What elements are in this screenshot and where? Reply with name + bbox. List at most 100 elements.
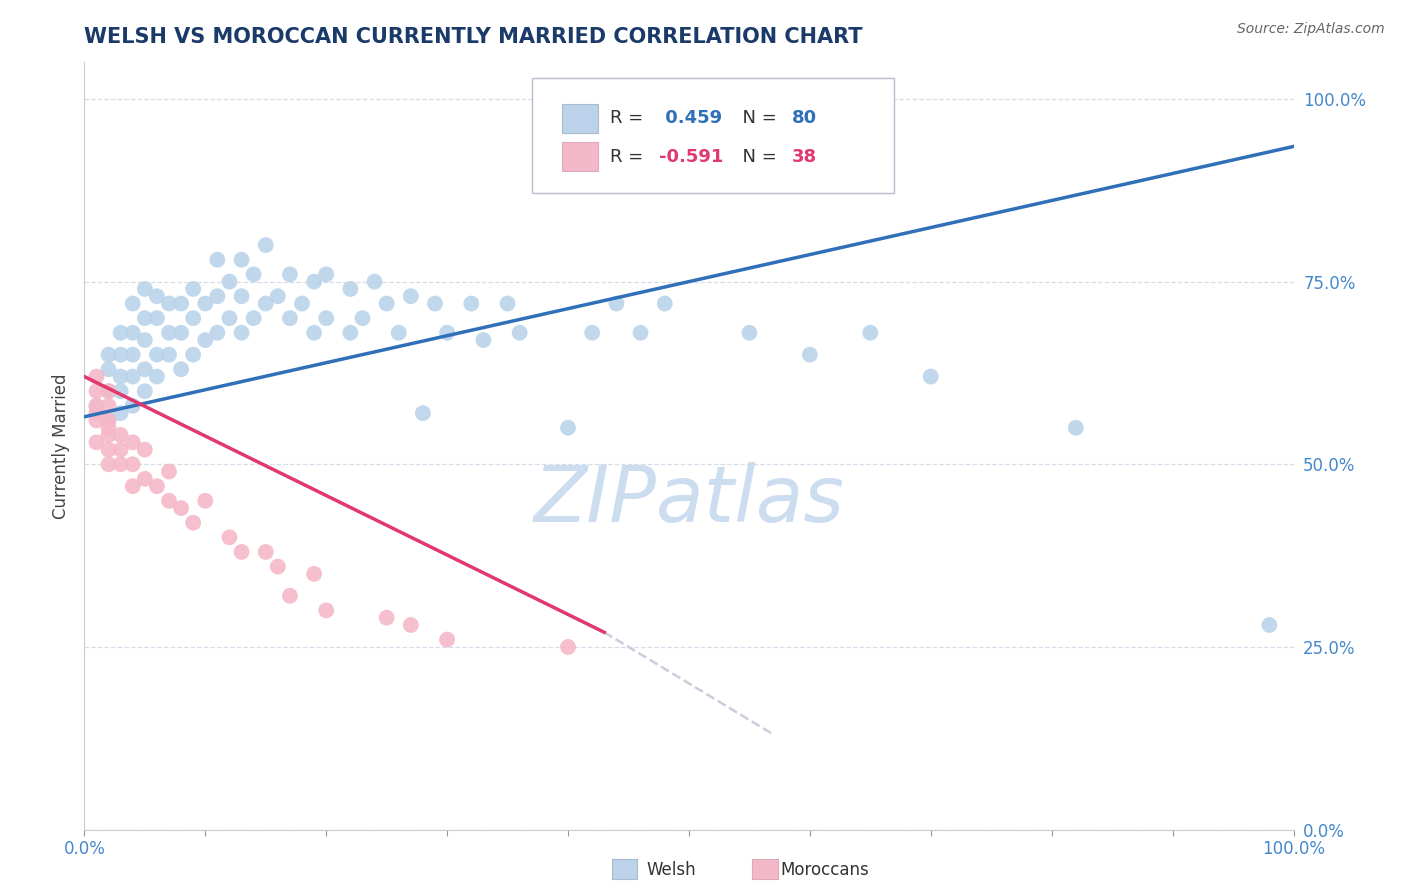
Point <box>146 289 169 303</box>
Point <box>859 326 882 340</box>
Point <box>278 268 301 282</box>
Point <box>110 428 132 442</box>
Point <box>509 326 531 340</box>
Point <box>110 406 132 420</box>
Text: 38: 38 <box>792 148 817 166</box>
Point <box>146 348 169 362</box>
Point <box>436 632 458 647</box>
Point <box>121 435 143 450</box>
Point <box>472 333 495 347</box>
Point <box>157 326 180 340</box>
Point <box>207 289 229 303</box>
Point <box>242 268 264 282</box>
Point <box>181 311 204 326</box>
Point <box>97 399 120 413</box>
Point <box>315 311 337 326</box>
Point <box>97 428 120 442</box>
Point <box>134 362 156 376</box>
Point <box>146 479 169 493</box>
Point <box>86 406 108 420</box>
Point <box>557 421 579 435</box>
Point <box>254 545 277 559</box>
Point <box>302 326 325 340</box>
Point <box>86 413 108 427</box>
Point <box>1064 421 1087 435</box>
Point <box>110 442 132 457</box>
Point <box>97 384 120 399</box>
Point <box>121 326 143 340</box>
Point <box>339 326 361 340</box>
Text: ZIPatlas: ZIPatlas <box>533 462 845 538</box>
Point <box>157 348 180 362</box>
Text: WELSH VS MOROCCAN CURRENTLY MARRIED CORRELATION CHART: WELSH VS MOROCCAN CURRENTLY MARRIED CORR… <box>84 27 863 47</box>
Point <box>97 457 120 471</box>
Text: Moroccans: Moroccans <box>780 861 869 879</box>
Point <box>157 465 180 479</box>
Point <box>278 589 301 603</box>
Point <box>86 384 108 399</box>
Point <box>375 296 398 310</box>
Point <box>121 479 143 493</box>
Point <box>86 369 108 384</box>
Point <box>157 493 180 508</box>
Point <box>97 421 120 435</box>
Point <box>254 296 277 310</box>
Point <box>315 268 337 282</box>
Point <box>920 369 942 384</box>
Point <box>170 362 193 376</box>
Text: Source: ZipAtlas.com: Source: ZipAtlas.com <box>1237 22 1385 37</box>
Point <box>134 333 156 347</box>
Point <box>557 640 579 654</box>
Point <box>86 435 108 450</box>
Point <box>291 296 314 310</box>
Point <box>267 559 290 574</box>
Point <box>97 384 120 399</box>
Point <box>375 610 398 624</box>
Point <box>231 252 253 267</box>
Text: 80: 80 <box>792 110 817 128</box>
Point <box>97 442 120 457</box>
FancyBboxPatch shape <box>562 142 599 171</box>
Point <box>181 282 204 296</box>
Point <box>146 311 169 326</box>
Text: N =: N = <box>731 148 783 166</box>
Y-axis label: Currently Married: Currently Married <box>52 373 70 519</box>
Point <box>799 348 821 362</box>
Point <box>339 282 361 296</box>
Point <box>436 326 458 340</box>
Point <box>278 311 301 326</box>
Text: 0.459: 0.459 <box>659 110 721 128</box>
Point <box>134 442 156 457</box>
Point <box>121 457 143 471</box>
Point <box>194 493 217 508</box>
Point <box>654 296 676 310</box>
Point <box>207 252 229 267</box>
Point <box>1258 618 1281 632</box>
Point <box>157 296 180 310</box>
Point <box>181 348 204 362</box>
Point <box>110 457 132 471</box>
Point <box>605 296 627 310</box>
Point <box>254 238 277 252</box>
Point <box>581 326 603 340</box>
Point <box>302 275 325 289</box>
Point <box>363 275 385 289</box>
Point <box>194 333 217 347</box>
Point <box>110 326 132 340</box>
Point <box>170 296 193 310</box>
Text: -0.591: -0.591 <box>659 148 723 166</box>
Point <box>218 311 240 326</box>
Point <box>97 413 120 427</box>
FancyBboxPatch shape <box>531 78 894 193</box>
Point <box>218 530 240 544</box>
Point <box>231 289 253 303</box>
Point <box>242 311 264 326</box>
Point <box>97 362 120 376</box>
Point <box>121 369 143 384</box>
Point <box>194 296 217 310</box>
Point <box>97 348 120 362</box>
Point <box>207 326 229 340</box>
FancyBboxPatch shape <box>562 103 599 133</box>
Point <box>218 275 240 289</box>
Text: Welsh: Welsh <box>647 861 696 879</box>
